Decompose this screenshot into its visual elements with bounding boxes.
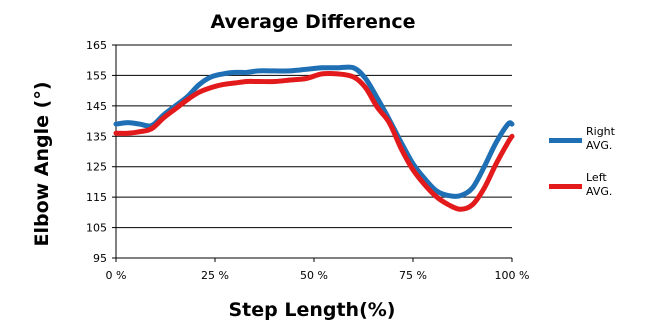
y-tick-label: 135	[86, 130, 107, 143]
y-tick-label: 165	[86, 39, 107, 52]
y-axis-title: Elbow Angle (°)	[31, 81, 53, 246]
y-tick-label: 95	[93, 252, 107, 265]
legend-swatch	[549, 184, 582, 189]
x-tick-label: 75 %	[399, 269, 427, 282]
x-tick-label: 25 %	[201, 269, 229, 282]
x-axis-title: Step Length(%)	[228, 299, 395, 321]
legend-swatch	[549, 138, 582, 143]
y-tick-label: 125	[86, 161, 107, 174]
axis-layer	[112, 44, 513, 262]
chart-title: Average Difference	[210, 11, 415, 33]
y-tick-label: 145	[86, 100, 107, 113]
series-line-right-avg	[113, 64, 515, 199]
x-tick-label: 100 %	[495, 269, 530, 282]
legend-label: AVG.	[586, 185, 612, 198]
legend-label: Right	[586, 125, 616, 138]
y-tick-label: 155	[86, 69, 107, 82]
series-layer	[113, 64, 515, 212]
legend-label: Left	[586, 171, 607, 184]
y-tick-label: 115	[86, 191, 107, 204]
tick-layer: 95 105 115 125 135 145 155 165 0 % 25 % 50 % 75 % 10…	[86, 39, 529, 282]
series-line-left-avg	[113, 70, 515, 212]
y-tick-label: 105	[86, 222, 107, 235]
x-tick-label: 50 %	[300, 269, 328, 282]
x-tick-label: 0 %	[106, 269, 127, 282]
legend-label: AVG.	[586, 139, 612, 152]
